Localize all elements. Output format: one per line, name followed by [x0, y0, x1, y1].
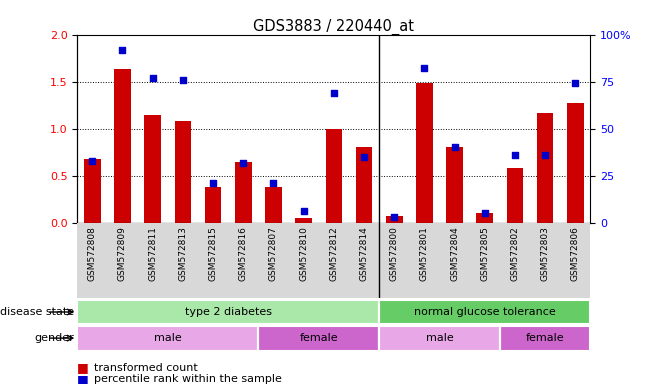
- Bar: [107, 223, 138, 298]
- Bar: [500, 326, 590, 351]
- Text: female: female: [299, 333, 338, 343]
- Text: male: male: [425, 333, 454, 343]
- Bar: [476, 214, 493, 223]
- Text: GSM572813: GSM572813: [178, 227, 187, 281]
- Bar: [235, 162, 252, 223]
- Bar: [356, 147, 372, 223]
- Text: GSM572812: GSM572812: [329, 227, 338, 281]
- Text: GSM572814: GSM572814: [360, 227, 368, 281]
- Point: [117, 46, 128, 53]
- Bar: [567, 103, 584, 223]
- Point: [419, 65, 430, 71]
- Bar: [319, 223, 349, 298]
- Bar: [379, 326, 500, 351]
- Bar: [77, 223, 107, 298]
- Point: [87, 157, 98, 164]
- Point: [480, 210, 491, 217]
- Bar: [500, 223, 530, 298]
- Point: [450, 144, 460, 151]
- Text: GSM572811: GSM572811: [148, 227, 157, 281]
- Text: GSM572807: GSM572807: [269, 227, 278, 281]
- Bar: [258, 326, 379, 351]
- Bar: [379, 223, 409, 298]
- Point: [510, 152, 521, 158]
- Bar: [205, 187, 221, 223]
- Bar: [349, 223, 379, 298]
- Text: GSM572810: GSM572810: [299, 227, 308, 281]
- Bar: [530, 223, 560, 298]
- Bar: [416, 83, 433, 223]
- Text: GSM572800: GSM572800: [390, 227, 399, 281]
- Point: [329, 90, 340, 96]
- Text: GSM572806: GSM572806: [571, 227, 580, 281]
- Bar: [77, 326, 258, 351]
- Bar: [446, 147, 463, 223]
- Text: ■: ■: [77, 361, 93, 374]
- Text: percentile rank within the sample: percentile rank within the sample: [94, 374, 282, 384]
- Bar: [560, 223, 590, 298]
- Bar: [144, 114, 161, 223]
- Text: GSM572802: GSM572802: [511, 227, 519, 281]
- Bar: [258, 223, 289, 298]
- Bar: [138, 223, 168, 298]
- Bar: [289, 223, 319, 298]
- Text: type 2 diabetes: type 2 diabetes: [185, 307, 272, 317]
- Bar: [409, 223, 440, 298]
- Point: [208, 180, 219, 186]
- Bar: [295, 218, 312, 223]
- Bar: [470, 223, 500, 298]
- Text: normal glucose tolerance: normal glucose tolerance: [414, 307, 556, 317]
- Bar: [440, 223, 470, 298]
- Bar: [507, 168, 523, 223]
- Bar: [174, 121, 191, 223]
- Bar: [265, 187, 282, 223]
- Text: GSM572816: GSM572816: [239, 227, 248, 281]
- Text: GSM572809: GSM572809: [118, 227, 127, 281]
- Bar: [168, 223, 198, 298]
- Point: [540, 152, 551, 158]
- Text: male: male: [154, 333, 182, 343]
- Text: GSM572804: GSM572804: [450, 227, 459, 281]
- Point: [178, 77, 189, 83]
- Bar: [198, 223, 228, 298]
- Text: GSM572805: GSM572805: [480, 227, 489, 281]
- Text: GSM572815: GSM572815: [209, 227, 217, 281]
- Text: gender: gender: [34, 333, 74, 343]
- Title: GDS3883 / 220440_at: GDS3883 / 220440_at: [254, 18, 414, 35]
- Bar: [77, 300, 379, 324]
- Text: GSM572801: GSM572801: [420, 227, 429, 281]
- Text: GSM572808: GSM572808: [88, 227, 97, 281]
- Point: [238, 159, 249, 166]
- Point: [148, 75, 158, 81]
- Bar: [84, 159, 101, 223]
- Text: GSM572803: GSM572803: [541, 227, 550, 281]
- Bar: [537, 113, 554, 223]
- Text: disease state: disease state: [0, 307, 74, 317]
- Bar: [114, 70, 131, 223]
- Point: [268, 180, 279, 186]
- Point: [570, 80, 581, 86]
- Point: [299, 209, 309, 215]
- Text: ■: ■: [77, 373, 93, 384]
- Bar: [386, 216, 403, 223]
- Text: female: female: [526, 333, 564, 343]
- Text: transformed count: transformed count: [94, 363, 198, 373]
- Bar: [379, 300, 590, 324]
- Bar: [228, 223, 258, 298]
- Point: [359, 154, 370, 160]
- Bar: [325, 129, 342, 223]
- Point: [389, 214, 400, 220]
